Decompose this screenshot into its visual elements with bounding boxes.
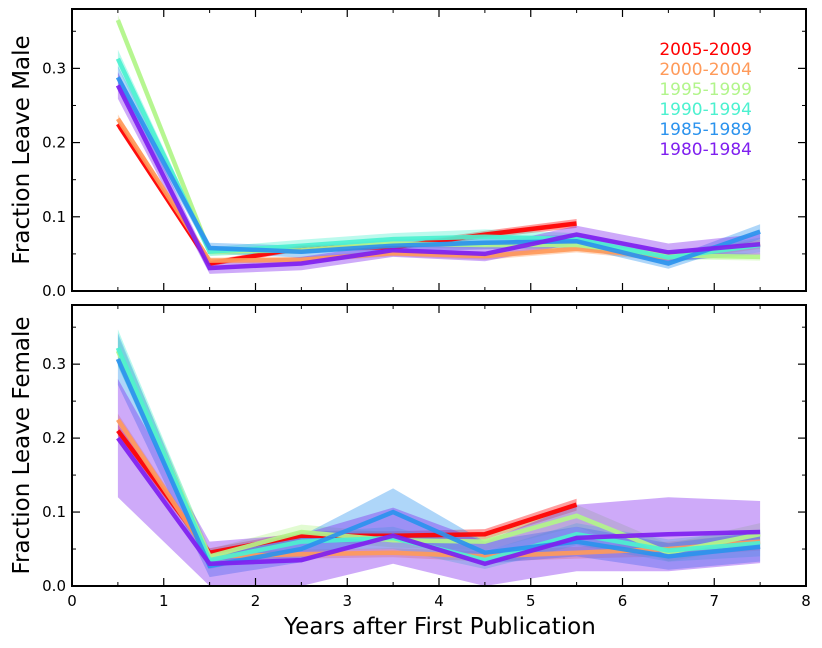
x-axis-label: Years after First Publication — [283, 614, 596, 640]
x-tick-label: 7 — [709, 592, 719, 610]
x-tick-label: 4 — [434, 592, 444, 610]
legend-entry-1985-1989: 1985-1989 — [659, 120, 752, 140]
x-tick-label: 2 — [251, 592, 261, 610]
legend-entry-1990-1994: 1990-1994 — [659, 100, 752, 120]
y-tick-label: 0.2 — [42, 429, 66, 447]
y-tick-label: 0.0 — [42, 577, 66, 595]
x-tick-label: 6 — [618, 592, 628, 610]
y-tick-label: 0.2 — [42, 134, 66, 152]
line-1980-1984 — [116, 436, 761, 567]
male-panel: 0.0 0.1 0.2 0.3 Fraction Leave Male 2005-2009… — [9, 8, 807, 300]
band-1980-1984 — [117, 378, 761, 586]
y-tick-label: 0.0 — [42, 282, 66, 300]
x-tick-label: 0 — [67, 592, 77, 610]
x-tick-label: 8 — [801, 592, 811, 610]
x-tick-label: 5 — [526, 592, 536, 610]
y-tick-label: 0.3 — [42, 355, 66, 373]
line-1980-1984 — [115, 84, 761, 271]
plot-area — [115, 329, 761, 586]
legend-entry-2005-2009: 2005-2009 — [659, 40, 752, 60]
band-1995-1999 — [117, 336, 761, 564]
female-panel: 0 1 2 3 4 5 6 7 8 0.0 0.1 0.2 0.3 Fraction Leave Fema… — [9, 304, 811, 610]
x-tick-label: 1 — [159, 592, 169, 610]
legend-entry-1995-1999: 1995-1999 — [659, 80, 752, 100]
y-tick-label: 0.1 — [42, 208, 66, 226]
plot-area — [115, 14, 761, 274]
legend-entry-2000-2004: 2000-2004 — [659, 60, 752, 80]
y-tick-label: 0.1 — [42, 503, 66, 521]
y-axis-label: Fraction Leave Female — [9, 316, 35, 574]
y-tick-label: 0.3 — [42, 59, 66, 77]
y-axis-label: Fraction Leave Male — [9, 35, 35, 264]
x-tick-label: 3 — [342, 592, 352, 610]
line-1985-1989 — [115, 76, 761, 266]
legend-entry-1980-1984: 1980-1984 — [659, 140, 752, 160]
